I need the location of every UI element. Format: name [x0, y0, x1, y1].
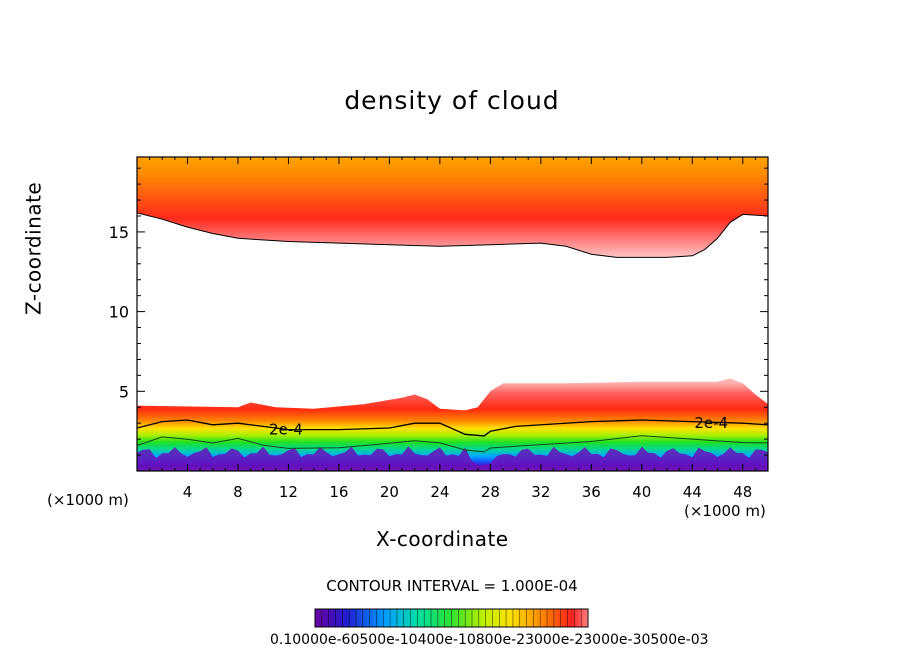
- chart-title: density of cloud: [344, 86, 560, 115]
- x-axis-ticks: 4 8 12 16 20 24 28 32 36 40 44 48: [149, 157, 756, 501]
- x-axis-unit: (×1000 m): [684, 502, 766, 520]
- x-tick-label: 24: [430, 483, 449, 501]
- colorbar-labels: 0.10000e-60500e-10400e-10800e-23000e-230…: [270, 632, 709, 648]
- x-tick-label: 12: [279, 483, 298, 501]
- colorbar: [314, 608, 589, 628]
- y-axis-unit: (×1000 m): [47, 491, 129, 509]
- contour-label: 2e-4: [269, 421, 303, 439]
- x-tick-label: 32: [531, 483, 550, 501]
- contour-labels: 2e-4 2e-4: [269, 414, 728, 439]
- y-tick-label: 5: [119, 382, 129, 401]
- lower-cloud-base-fringe: [137, 446, 768, 471]
- x-axis-label: X-coordinate: [376, 527, 509, 551]
- x-tick-label: 8: [233, 483, 243, 501]
- upper-layer-contour: [137, 212, 768, 258]
- x-tick-label: 16: [329, 483, 348, 501]
- x-tick-label: 44: [683, 483, 702, 501]
- x-tick-label: 36: [582, 483, 601, 501]
- x-tick-label: 40: [632, 483, 651, 501]
- colorbar-ticks: [321, 609, 582, 627]
- contour-label: 2e-4: [694, 414, 728, 432]
- contour-interval: CONTOUR INTERVAL = 1.000E-04: [326, 577, 578, 595]
- y-axis-ticks: 5 10 15: [109, 167, 768, 456]
- y-tick-label: 15: [109, 223, 129, 242]
- upper-cloud-layer: [137, 157, 768, 258]
- lower-contour-line: [137, 435, 768, 453]
- x-tick-label: 28: [481, 483, 500, 501]
- y-tick-label: 10: [109, 303, 129, 322]
- x-tick-label: 48: [733, 483, 752, 501]
- y-axis-label: Z-coordinate: [21, 181, 46, 315]
- contour-line-2e-4: [137, 419, 768, 437]
- x-tick-label: 20: [380, 483, 399, 501]
- x-tick-label: 4: [183, 483, 193, 501]
